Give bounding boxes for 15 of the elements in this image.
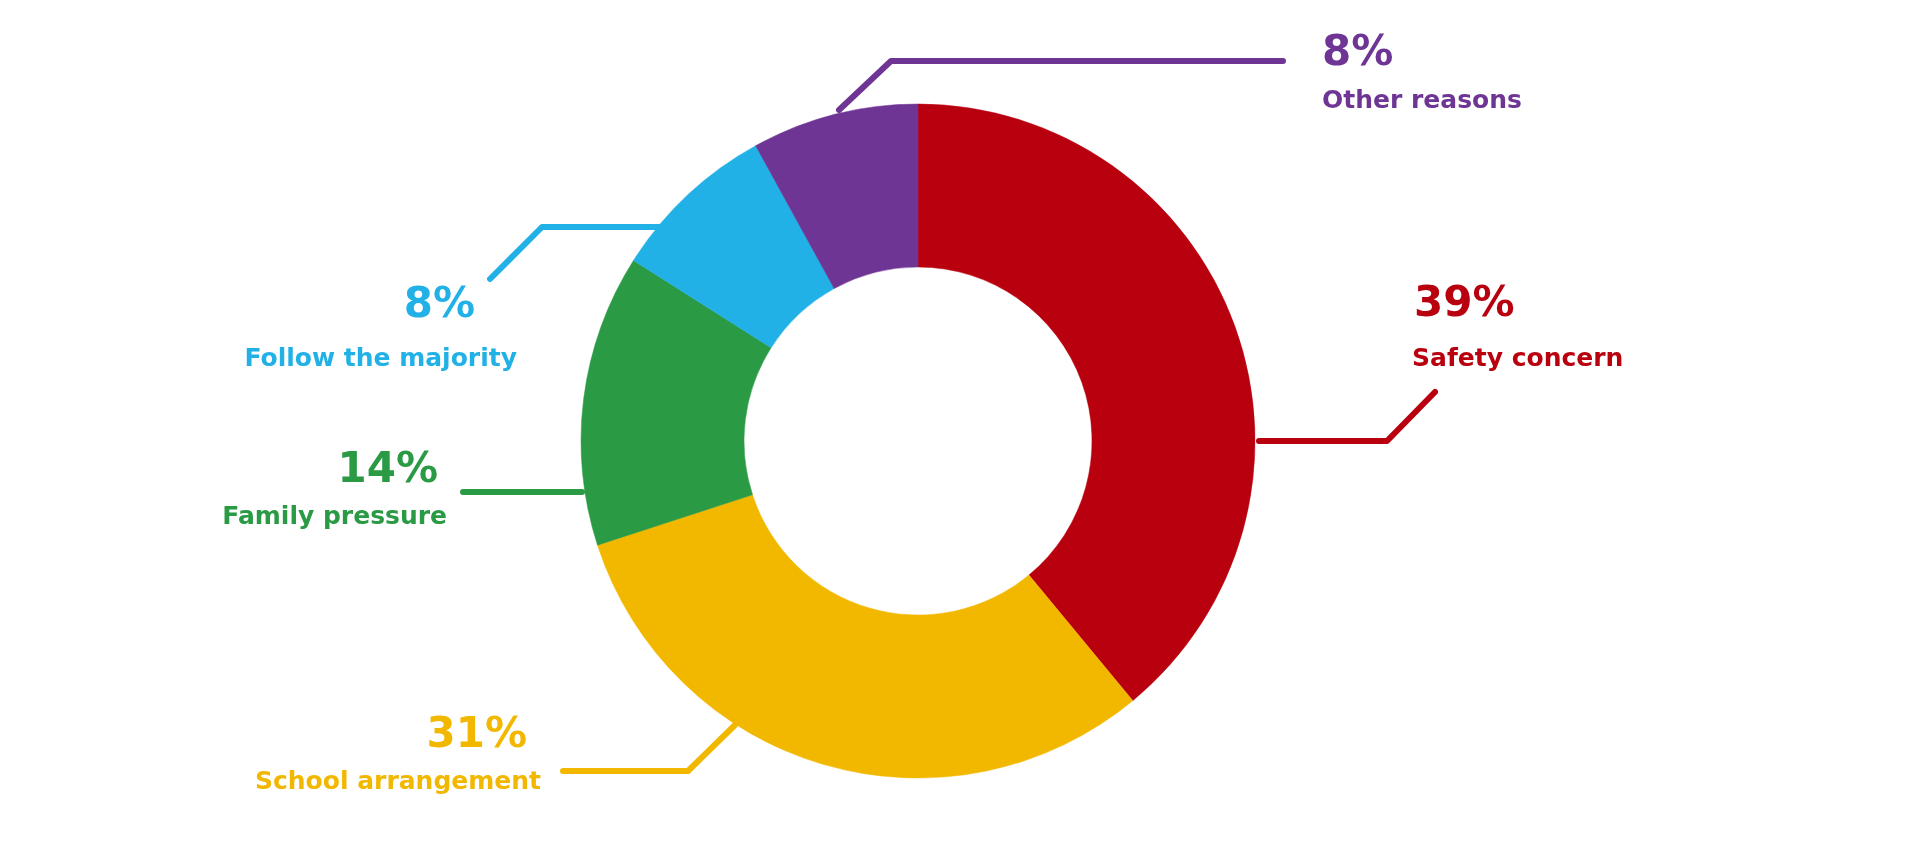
donut-slice (581, 260, 772, 546)
data-label: 8% (1322, 26, 1394, 75)
donut-slice (917, 103, 1256, 701)
data-label: 14% (337, 443, 438, 492)
data-label: 39% (1414, 277, 1515, 326)
slice-label: Family pressure (222, 501, 447, 530)
donut-slice (755, 103, 919, 289)
donut-slice (633, 145, 835, 349)
data-label: 8% (403, 278, 475, 327)
slice-label: Follow the majority (244, 343, 517, 372)
slice-label: Other reasons (1322, 85, 1522, 114)
data-label: 31% (426, 708, 527, 757)
donut-slice (597, 494, 1134, 778)
slice-label: School arrangement (254, 766, 542, 795)
slice-label: Safety concern (1412, 343, 1624, 372)
